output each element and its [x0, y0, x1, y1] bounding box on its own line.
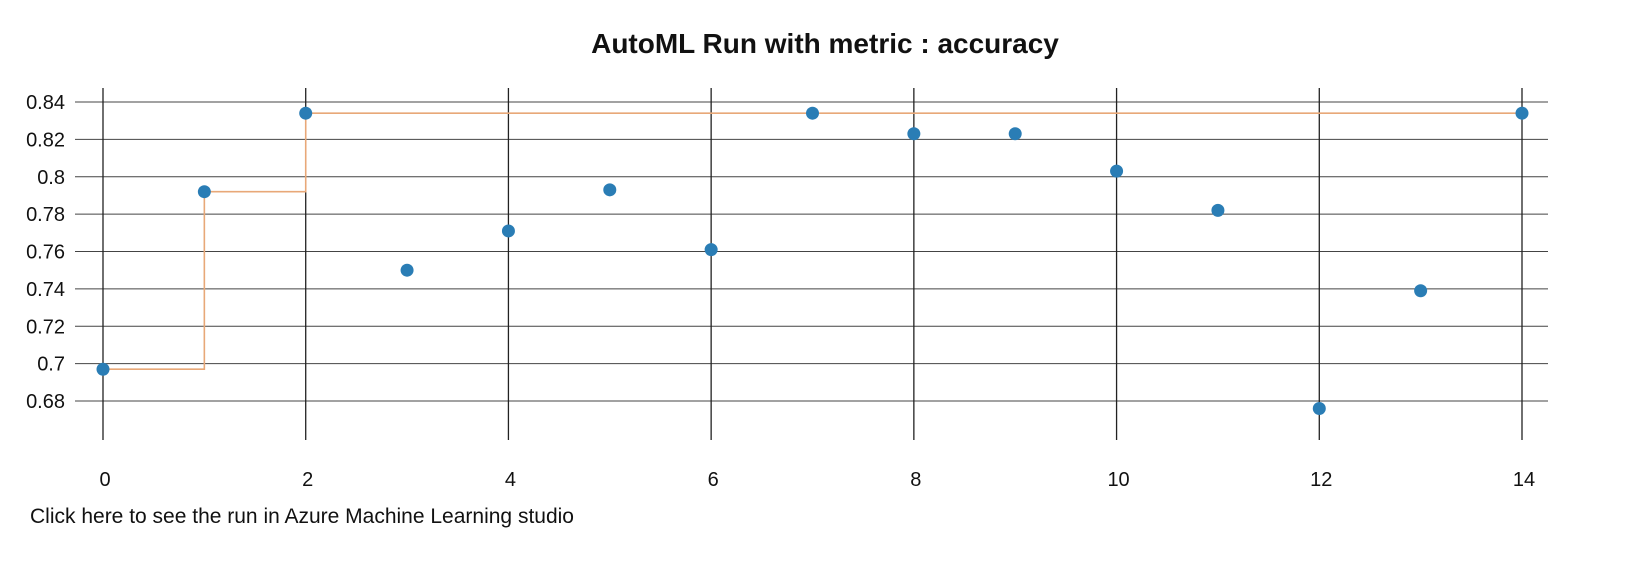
- run-point[interactable]: [603, 183, 617, 197]
- x-axis-ticks: 0 2 4 6 8 10 12 14: [99, 469, 1535, 491]
- y-tick-label: 0.74: [26, 279, 65, 301]
- run-point[interactable]: [1008, 127, 1022, 141]
- y-tick-label: 0.82: [26, 129, 65, 151]
- y-tick-label: 0.78: [26, 204, 65, 226]
- run-point[interactable]: [907, 127, 921, 141]
- y-axis-ticks: 0.68 0.7 0.72 0.74 0.76 0.78 0.8 0.82 0.84: [26, 92, 65, 413]
- y-tick-label: 0.8: [37, 167, 65, 189]
- run-point[interactable]: [1312, 401, 1326, 415]
- run-point[interactable]: [1515, 106, 1529, 120]
- x-tick-label: 10: [1107, 469, 1129, 491]
- run-point[interactable]: [1110, 164, 1124, 178]
- run-point[interactable]: [806, 106, 819, 120]
- best-run-step-line: [103, 112, 1522, 371]
- run-point[interactable]: [1414, 284, 1428, 298]
- grid: [75, 88, 1548, 440]
- best-run-step-line-group: [103, 112, 1522, 371]
- y-tick-label: 0.84: [26, 92, 65, 114]
- run-point[interactable]: [1211, 203, 1225, 217]
- x-tick-label: 14: [1513, 469, 1535, 491]
- x-tick-label: 8: [910, 469, 921, 491]
- run-point[interactable]: [501, 224, 515, 238]
- chart-title: AutoML Run with metric : accuracy: [591, 28, 1059, 59]
- y-tick-label: 0.72: [26, 316, 65, 338]
- run-point[interactable]: [400, 263, 414, 277]
- y-tick-label: 0.7: [37, 354, 65, 376]
- run-point[interactable]: [704, 243, 718, 257]
- azure-ml-studio-link[interactable]: Click here to see the run in Azure Machi…: [30, 505, 574, 528]
- run-points: [96, 106, 1529, 415]
- x-tick-label: 0: [99, 469, 110, 491]
- x-tick-label: 2: [302, 469, 313, 491]
- run-point[interactable]: [299, 106, 313, 120]
- x-tick-label: 12: [1310, 469, 1332, 491]
- run-point[interactable]: [197, 185, 211, 199]
- x-tick-label: 6: [708, 469, 719, 491]
- run-point[interactable]: [96, 362, 110, 376]
- x-tick-label: 4: [505, 469, 516, 491]
- y-tick-label: 0.76: [26, 242, 65, 264]
- y-tick-label: 0.68: [26, 391, 65, 413]
